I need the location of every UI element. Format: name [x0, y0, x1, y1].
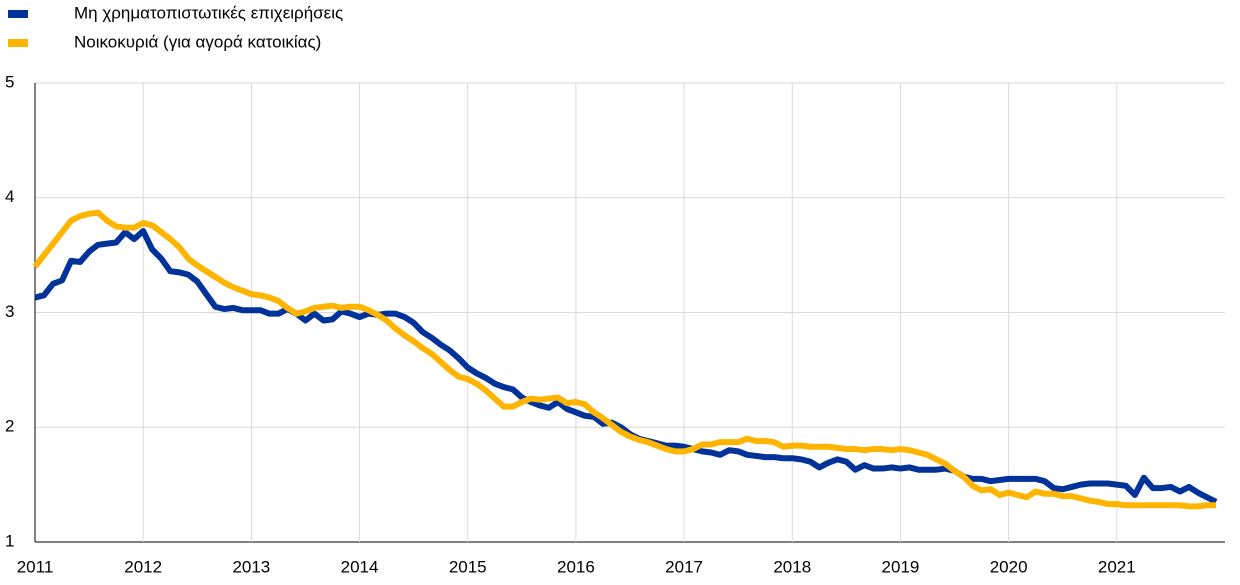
legend-swatch [8, 10, 28, 18]
legend-label: Νοικοκυριά (για αγορά κατοικίας) [74, 32, 321, 51]
x-tick-label: 2019 [882, 557, 920, 576]
y-tick-label: 1 [5, 531, 14, 550]
x-tick-label: 2012 [124, 557, 162, 576]
x-tick-label: 2011 [17, 557, 54, 576]
legend-swatch [8, 39, 28, 47]
data-line [32, 209, 1217, 510]
x-tick-label: 2013 [232, 557, 270, 576]
x-tick-label: 2016 [557, 557, 595, 576]
x-tick-label: 2015 [449, 557, 487, 576]
x-tick-label: 2020 [990, 557, 1028, 576]
data-line [34, 228, 1218, 505]
legend-label: Μη χρηματοπιστωτικές επιχειρήσεις [74, 3, 343, 22]
y-tick-label: 2 [5, 417, 14, 436]
y-tick-label: 4 [5, 187, 14, 206]
y-tick-label: 5 [5, 72, 14, 91]
x-tick-label: 2017 [665, 557, 703, 576]
x-tick-label: 2021 [1098, 557, 1136, 576]
x-tick-label: 2014 [341, 557, 379, 576]
x-tick-label: 2018 [773, 557, 811, 576]
y-tick-label: 3 [5, 302, 14, 321]
